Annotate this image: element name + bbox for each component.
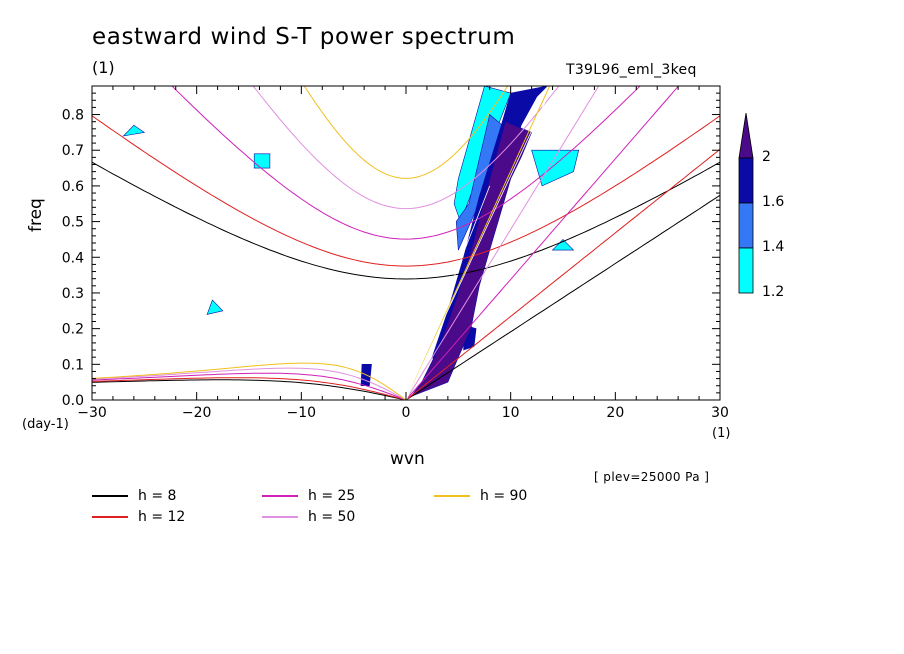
x-tick-label: 10 bbox=[502, 405, 520, 421]
x-tick-label: 20 bbox=[606, 405, 624, 421]
y-tick-label: 0.8 bbox=[62, 108, 84, 124]
x-tick-label: 0 bbox=[402, 405, 411, 421]
kelvin-trace-line bbox=[405, 86, 553, 400]
curve-kelvin-h50 bbox=[405, 86, 600, 400]
legend-label: h = 90 bbox=[480, 488, 528, 504]
y-tick-label: 0.4 bbox=[62, 250, 84, 266]
legend-swatch bbox=[262, 495, 298, 497]
chart-title: eastward wind S-T power spectrum bbox=[92, 24, 516, 50]
curve-kelvin-h90 bbox=[405, 86, 551, 400]
legend-item: h = 50 bbox=[262, 509, 355, 525]
plot-frame bbox=[91, 85, 721, 401]
x-axis-unit: (1) bbox=[712, 426, 731, 441]
legend-label: h = 12 bbox=[138, 509, 186, 525]
curve-ig-h50 bbox=[252, 86, 560, 210]
curve-rossby-h12 bbox=[92, 377, 407, 400]
colorbar-segment bbox=[738, 247, 754, 294]
x-tick-label: −30 bbox=[77, 405, 107, 421]
colorbar-label: 1.4 bbox=[762, 239, 785, 255]
curve-rossby-h8 bbox=[92, 379, 407, 400]
colorbar-label: 2 bbox=[762, 149, 771, 165]
kelvin-trace-line-2 bbox=[405, 185, 491, 400]
chart-unit-label: (1) bbox=[92, 58, 115, 77]
legend-item: h = 12 bbox=[92, 509, 185, 525]
x-axis-label: wvn bbox=[390, 449, 425, 469]
colorbar-segment bbox=[738, 202, 754, 249]
legend-swatch bbox=[92, 516, 128, 518]
curve-ig-h90 bbox=[303, 86, 509, 179]
y-tick-label: 0.1 bbox=[62, 357, 84, 373]
x-tick-label: 30 bbox=[711, 405, 729, 421]
legend-item: h = 25 bbox=[262, 488, 355, 504]
y-tick-label: 0.2 bbox=[62, 322, 84, 338]
legend-swatch bbox=[434, 495, 470, 497]
colorbar-segment bbox=[738, 157, 754, 204]
colorbar-top-triangle bbox=[738, 112, 754, 159]
y-tick-label: 0.6 bbox=[62, 179, 84, 195]
spectrum-region-4 bbox=[206, 299, 224, 315]
y-tick-label: 0.5 bbox=[62, 215, 84, 231]
curve-ig-h12 bbox=[92, 115, 720, 267]
y-tick-label: 0.3 bbox=[62, 286, 84, 302]
x-tick-label: −10 bbox=[287, 405, 317, 421]
curve-rossby-h90 bbox=[92, 362, 407, 400]
colorbar-label: 1.6 bbox=[762, 194, 785, 210]
curve-ig-h25 bbox=[171, 86, 641, 240]
curve-kelvin-h25 bbox=[405, 86, 680, 400]
spectrum-region-5 bbox=[551, 238, 575, 251]
curve-kelvin-h8 bbox=[405, 194, 720, 400]
y-axis-unit: (day-1) bbox=[22, 417, 69, 432]
y-tick-label: 0.0 bbox=[62, 393, 84, 409]
legend-label: h = 8 bbox=[138, 488, 177, 504]
legend-item: h = 8 bbox=[92, 488, 176, 504]
spectrum-region-3 bbox=[122, 124, 146, 137]
spectrum-region-2 bbox=[253, 153, 271, 169]
legend-label: h = 50 bbox=[308, 509, 356, 525]
legend-swatch bbox=[262, 516, 298, 518]
curve-kelvin-h12 bbox=[405, 148, 720, 400]
curve-rossby-h25 bbox=[92, 372, 407, 400]
legend-label: h = 25 bbox=[308, 488, 356, 504]
x-tick-label: −20 bbox=[182, 405, 212, 421]
spectrum-region-1 bbox=[531, 149, 580, 187]
legend-swatch bbox=[92, 495, 128, 497]
y-tick-label: 0.7 bbox=[62, 143, 84, 159]
pressure-level-label: [ plev=25000 Pa ] bbox=[594, 470, 710, 484]
curve-ig-h8 bbox=[92, 161, 720, 280]
legend-item: h = 90 bbox=[434, 488, 527, 504]
experiment-label: T39L96_eml_3keq bbox=[566, 62, 697, 78]
colorbar-label: 1.2 bbox=[762, 284, 785, 300]
curve-rossby-h50 bbox=[92, 367, 407, 400]
